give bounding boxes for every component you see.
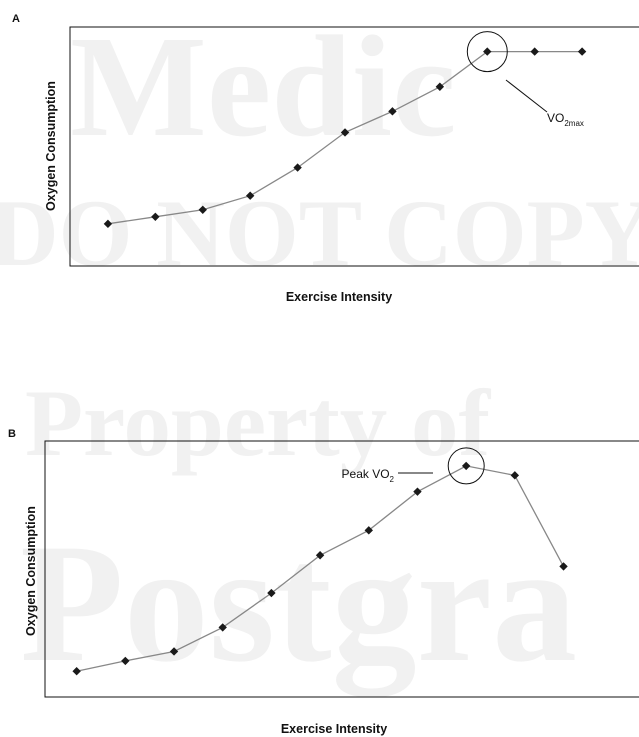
annotation-main-b: Peak VO [342, 467, 390, 481]
panel-label-a: A [12, 13, 20, 25]
data-point-a-10 [530, 47, 539, 56]
annotation-label-a: VO2max [547, 111, 584, 128]
data-point-a-9 [483, 47, 492, 56]
callout-circle-b [447, 447, 485, 485]
data-point-b-10 [510, 471, 520, 480]
series-b [72, 461, 568, 676]
callout-leader-a [505, 79, 548, 113]
data-point-b-7 [364, 526, 373, 535]
data-point-b-11 [559, 562, 568, 571]
watermark-line-1: Medic [70, 7, 457, 167]
data-point-a-1 [103, 219, 113, 229]
annotation-peak-vo2: Peak VO2 [342, 447, 485, 485]
panel-label-b: B [8, 428, 16, 440]
annotation-label-b: Peak VO2 [342, 467, 395, 484]
data-point-a-2 [151, 212, 160, 221]
data-point-b-4 [218, 623, 227, 632]
data-point-b-5 [267, 588, 276, 598]
data-point-b-1 [72, 667, 81, 676]
y-axis-label-b: Oxygen Consumption [24, 506, 38, 636]
annotation-vo2max: VO2max [466, 31, 584, 128]
plot-frame-a [69, 26, 639, 267]
data-point-a-4 [245, 191, 255, 200]
watermark: Medic DO NOT COPY Property of Postgra [0, 7, 639, 697]
data-point-a-6 [340, 128, 350, 137]
chart-panel-a: A Oxygen Consumption Exercise Intensity … [12, 13, 639, 304]
watermark-line-2: DO NOT COPY [0, 180, 639, 286]
data-point-b-6 [315, 551, 325, 560]
x-axis-label-a: Exercise Intensity [286, 290, 392, 304]
data-point-b-2 [121, 656, 130, 666]
watermark-line-4: Postgra [20, 509, 577, 697]
data-point-a-7 [388, 107, 397, 116]
callout-circle-a [466, 31, 508, 73]
annotation-sub-a: 2max [564, 119, 584, 128]
annotation-main-a: VO [547, 111, 564, 125]
series-a [103, 47, 587, 229]
x-axis-label-b: Exercise Intensity [281, 722, 387, 736]
data-point-b-3 [169, 647, 179, 656]
data-point-a-8 [435, 82, 445, 91]
annotation-sub-b: 2 [390, 475, 395, 484]
y-axis-label-a: Oxygen Consumption [44, 81, 58, 211]
data-point-b-9 [461, 461, 471, 471]
data-point-a-5 [293, 163, 302, 172]
plot-frame-b [44, 440, 639, 698]
data-point-b-8 [413, 487, 422, 496]
data-point-a-11 [577, 47, 587, 56]
watermark-line-3: Property of [25, 370, 492, 476]
chart-panel-b: B Oxygen Consumption Exercise Intensity … [8, 428, 639, 736]
data-point-a-3 [198, 205, 207, 214]
